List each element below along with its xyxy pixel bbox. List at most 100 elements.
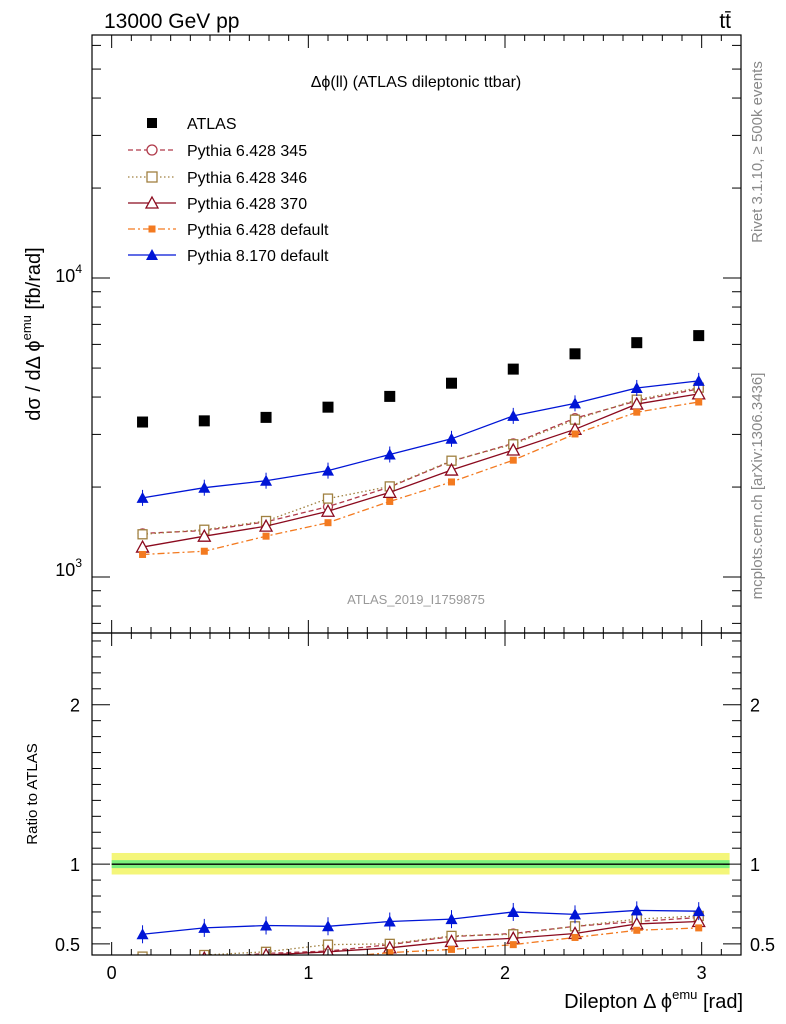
main-point-p370 bbox=[444, 462, 459, 476]
main-point-atlas bbox=[507, 363, 519, 375]
ratio-line-pdef bbox=[356, 927, 699, 955]
main-point-atlas bbox=[260, 411, 272, 423]
main-point-p8 bbox=[630, 381, 643, 393]
main-series-layer bbox=[135, 330, 706, 558]
main-point-p370 bbox=[258, 518, 274, 532]
ratio-point-pdef bbox=[201, 962, 208, 969]
main-point-atlas bbox=[569, 348, 581, 360]
ratio-series-pdef bbox=[201, 924, 703, 969]
legend-entry-346: Pythia 6.428 346 bbox=[128, 170, 307, 187]
main-series-p8 bbox=[136, 372, 705, 506]
x-tick-label: 1 bbox=[303, 963, 313, 983]
main-line-p346 bbox=[142, 387, 699, 535]
ratio-series-p8 bbox=[136, 901, 705, 944]
main-line-p345 bbox=[142, 388, 699, 535]
ratio-point-p8 bbox=[383, 915, 396, 927]
main-series-atlas bbox=[137, 330, 705, 428]
ratio-panel: 0.5 0.5 1 1 2 2 0 1 2 3 Ratio to ATLAS Dilepton Δ… bbox=[24, 632, 775, 1013]
ratio-point-p8 bbox=[445, 913, 458, 925]
ratio-point-p8 bbox=[569, 908, 582, 920]
legend-marker-atlas bbox=[147, 118, 157, 128]
ratio-point-p370 bbox=[137, 957, 149, 968]
main-y-axis-label: dσ / dΔ ϕemu [fb/rad] bbox=[19, 247, 45, 420]
legend-label-p8: Pythia 8.170 default bbox=[187, 248, 329, 265]
main-point-pdef bbox=[509, 456, 517, 464]
watermark: ATLAS_2019_I1759875 bbox=[347, 592, 485, 607]
ratio-point-pdef bbox=[324, 954, 332, 955]
legend-label-atlas: ATLAS bbox=[187, 116, 237, 133]
x-tick-label: 0 bbox=[107, 963, 117, 983]
ratio-point-p8 bbox=[322, 920, 334, 932]
main-point-atlas bbox=[631, 337, 643, 349]
main-point-p8 bbox=[260, 474, 273, 486]
main-series-pdef bbox=[139, 398, 703, 558]
legend-label-default: Pythia 6.428 default bbox=[187, 222, 329, 239]
rivet-label: Rivet 3.1.10, ≥ 500k events bbox=[749, 61, 766, 243]
legend-entry-default: Pythia 6.428 default bbox=[128, 222, 329, 239]
ratio-point-p8 bbox=[692, 905, 705, 917]
y-tick-label-1000: 103 bbox=[55, 556, 82, 580]
header-left: 13000 GeV pp bbox=[104, 10, 239, 33]
ratio-x-axis-label: Dilepton Δ ϕemu [rad] bbox=[564, 987, 743, 1013]
legend-marker-346 bbox=[146, 171, 158, 183]
main-point-atlas bbox=[446, 377, 458, 389]
ratio-reference-band bbox=[111, 852, 730, 875]
main-point-p8 bbox=[692, 374, 705, 386]
ratio-frame bbox=[91, 632, 742, 956]
main-point-p370 bbox=[506, 442, 521, 456]
main-panel: Δϕ(ll) (ATLAS dileptonic ttbar) ATLAS_20… bbox=[19, 34, 742, 634]
legend-entry-p8: Pythia 8.170 default bbox=[128, 248, 329, 265]
ratio-point-p346 bbox=[137, 951, 148, 955]
main-point-p370 bbox=[382, 484, 397, 499]
main-point-p8 bbox=[507, 409, 520, 421]
main-line-p370 bbox=[142, 393, 699, 548]
legend-marker-default bbox=[148, 225, 156, 233]
ratio-series-layer bbox=[136, 901, 706, 969]
legend-marker-345 bbox=[146, 144, 158, 156]
mcplots-label: mcplots.cern.ch [arXiv:1306.3436] bbox=[749, 373, 766, 600]
main-point-atlas bbox=[137, 416, 149, 428]
legend-entry-345: Pythia 6.428 345 bbox=[128, 143, 307, 160]
main-series-p370 bbox=[135, 386, 706, 553]
y-tick-label-10000: 104 bbox=[55, 262, 82, 286]
ratio-y-tick-label-right: 2 bbox=[750, 696, 760, 716]
ratio-series-p370 bbox=[137, 914, 706, 968]
legend-marker-p8 bbox=[146, 249, 158, 260]
main-point-p370 bbox=[320, 503, 336, 517]
main-point-p370 bbox=[197, 528, 212, 542]
ratio-y-tick-label: 0.5 bbox=[55, 935, 80, 955]
ratio-point-pdef bbox=[571, 933, 579, 941]
main-point-pdef bbox=[633, 408, 641, 416]
ratio-point-p8 bbox=[507, 905, 520, 917]
ratio-point-pdef bbox=[448, 945, 456, 953]
ratio-y-tick-label: 2 bbox=[70, 696, 80, 716]
main-point-p8 bbox=[198, 481, 211, 493]
main-point-pdef bbox=[695, 398, 703, 406]
main-point-atlas bbox=[693, 330, 705, 342]
ratio-axis-ticks: 0.5 0.5 1 1 2 2 0 1 2 3 bbox=[55, 633, 775, 983]
main-line-p8 bbox=[142, 380, 699, 499]
ratio-line-p8 bbox=[142, 909, 699, 935]
main-point-atlas bbox=[198, 415, 210, 427]
ratio-line-p370 bbox=[253, 920, 699, 955]
main-point-pdef bbox=[262, 532, 270, 540]
main-point-p8 bbox=[383, 448, 396, 460]
main-axis-ticks bbox=[92, 35, 741, 633]
main-point-pdef bbox=[200, 547, 208, 555]
ratio-point-p370 bbox=[202, 950, 207, 955]
legend-entry-atlas: ATLAS bbox=[147, 116, 237, 133]
main-point-p346 bbox=[137, 529, 148, 540]
main-point-pdef bbox=[139, 550, 147, 558]
main-point-p8 bbox=[136, 491, 149, 503]
x-tick-label: 2 bbox=[500, 963, 510, 983]
main-series-p345 bbox=[137, 383, 704, 539]
ratio-point-pdef bbox=[509, 941, 517, 949]
ratio-y-tick-label-right: 1 bbox=[750, 855, 760, 875]
main-point-p8 bbox=[322, 464, 334, 476]
ratio-y-axis-label: Ratio to ATLAS bbox=[24, 743, 41, 844]
legend: ATLAS Pythia 6.428 345 Pythia 6.428 346 … bbox=[128, 116, 329, 265]
ratio-point-pdef bbox=[263, 956, 270, 963]
ratio-point-pdef bbox=[633, 926, 641, 934]
main-series-p346 bbox=[137, 382, 704, 540]
